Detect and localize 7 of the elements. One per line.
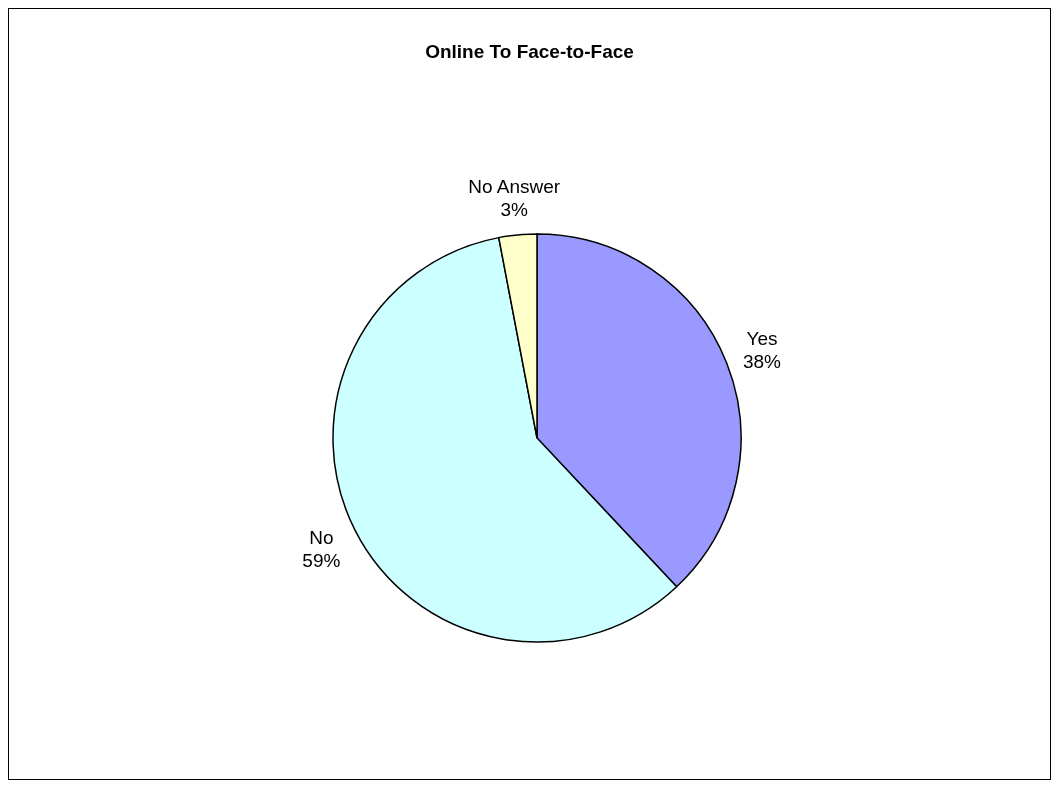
slice-label: No Answer (468, 176, 561, 198)
slice-label: Yes (746, 328, 778, 350)
chart-title: Online To Face-to-Face (424, 41, 635, 63)
slice-label: No (309, 527, 334, 549)
data-label: 59% (302, 549, 341, 571)
data-label: 38% (742, 350, 782, 372)
data-label: 3% (500, 199, 529, 221)
